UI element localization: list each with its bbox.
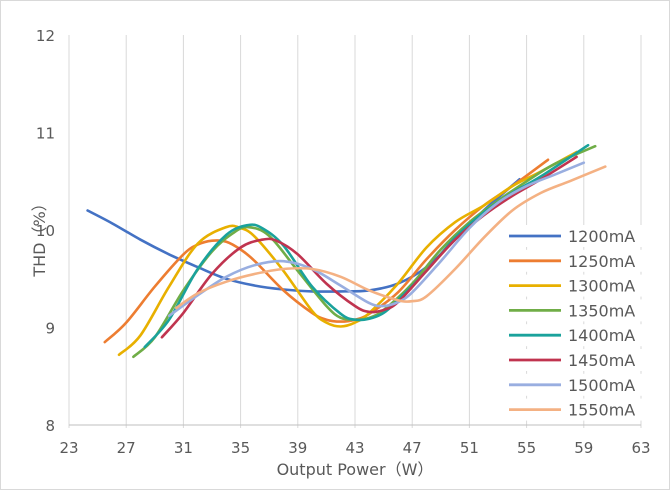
legend-label: 1200mA — [568, 227, 635, 246]
y-tick-label: 9 — [45, 320, 55, 338]
y-axis-title: THD（%） — [30, 195, 49, 277]
legend-entry-bg — [503, 349, 643, 371]
series-line-1500mA — [167, 161, 586, 318]
series-line-1400mA — [143, 143, 590, 349]
x-tick-label: 55 — [517, 439, 536, 457]
legend: 1200mA 1250mA 1300mA 1350mA 1400mA 1450mA 1500… — [503, 225, 643, 421]
x-tick-label: 31 — [174, 439, 193, 457]
x-axis-ticks: 23 27 31 35 39 43 47 51 55 59 63 — [59, 439, 650, 457]
legend-label: 1400mA — [568, 326, 635, 345]
y-tick-label: 12 — [36, 27, 55, 45]
series-lines — [86, 143, 607, 359]
legend-label: 1450mA — [568, 351, 635, 370]
series-line-1550mA — [175, 165, 607, 310]
series-line-1300mA — [117, 150, 578, 357]
x-tick-label: 23 — [59, 439, 78, 457]
legend-entry-bg — [503, 373, 643, 396]
legend-entry-bg — [503, 249, 643, 272]
legend-label: 1350mA — [568, 301, 635, 320]
y-tick-label: 8 — [45, 417, 55, 435]
legend-entry-bg — [503, 324, 643, 347]
legend-label: 1250mA — [568, 252, 635, 271]
x-tick-label: 63 — [631, 439, 650, 457]
y-axis-ticks: 8 9 10 11 12 — [36, 27, 55, 435]
legend-label: 1500mA — [568, 376, 635, 395]
x-tick-label: 43 — [345, 439, 364, 457]
legend-entry-bg — [503, 398, 643, 421]
x-axis-title: Output Power（W） — [277, 460, 434, 479]
y-tick-label: 11 — [36, 125, 55, 143]
x-tick-label: 47 — [403, 439, 422, 457]
x-tick-label: 39 — [288, 439, 307, 457]
legend-entry-bg — [503, 299, 643, 322]
legend-entry-bg — [503, 274, 643, 297]
x-tick-label: 27 — [117, 439, 136, 457]
legend-label: 1550mA — [568, 401, 635, 420]
legend-label: 1300mA — [568, 277, 635, 296]
legend-entry-bg — [503, 225, 643, 247]
y-tick-label: 10 — [36, 222, 55, 240]
x-tick-label: 51 — [460, 439, 479, 457]
x-tick-label: 35 — [231, 439, 250, 457]
x-tick-label: 59 — [574, 439, 593, 457]
series-line-1250mA — [103, 158, 550, 344]
